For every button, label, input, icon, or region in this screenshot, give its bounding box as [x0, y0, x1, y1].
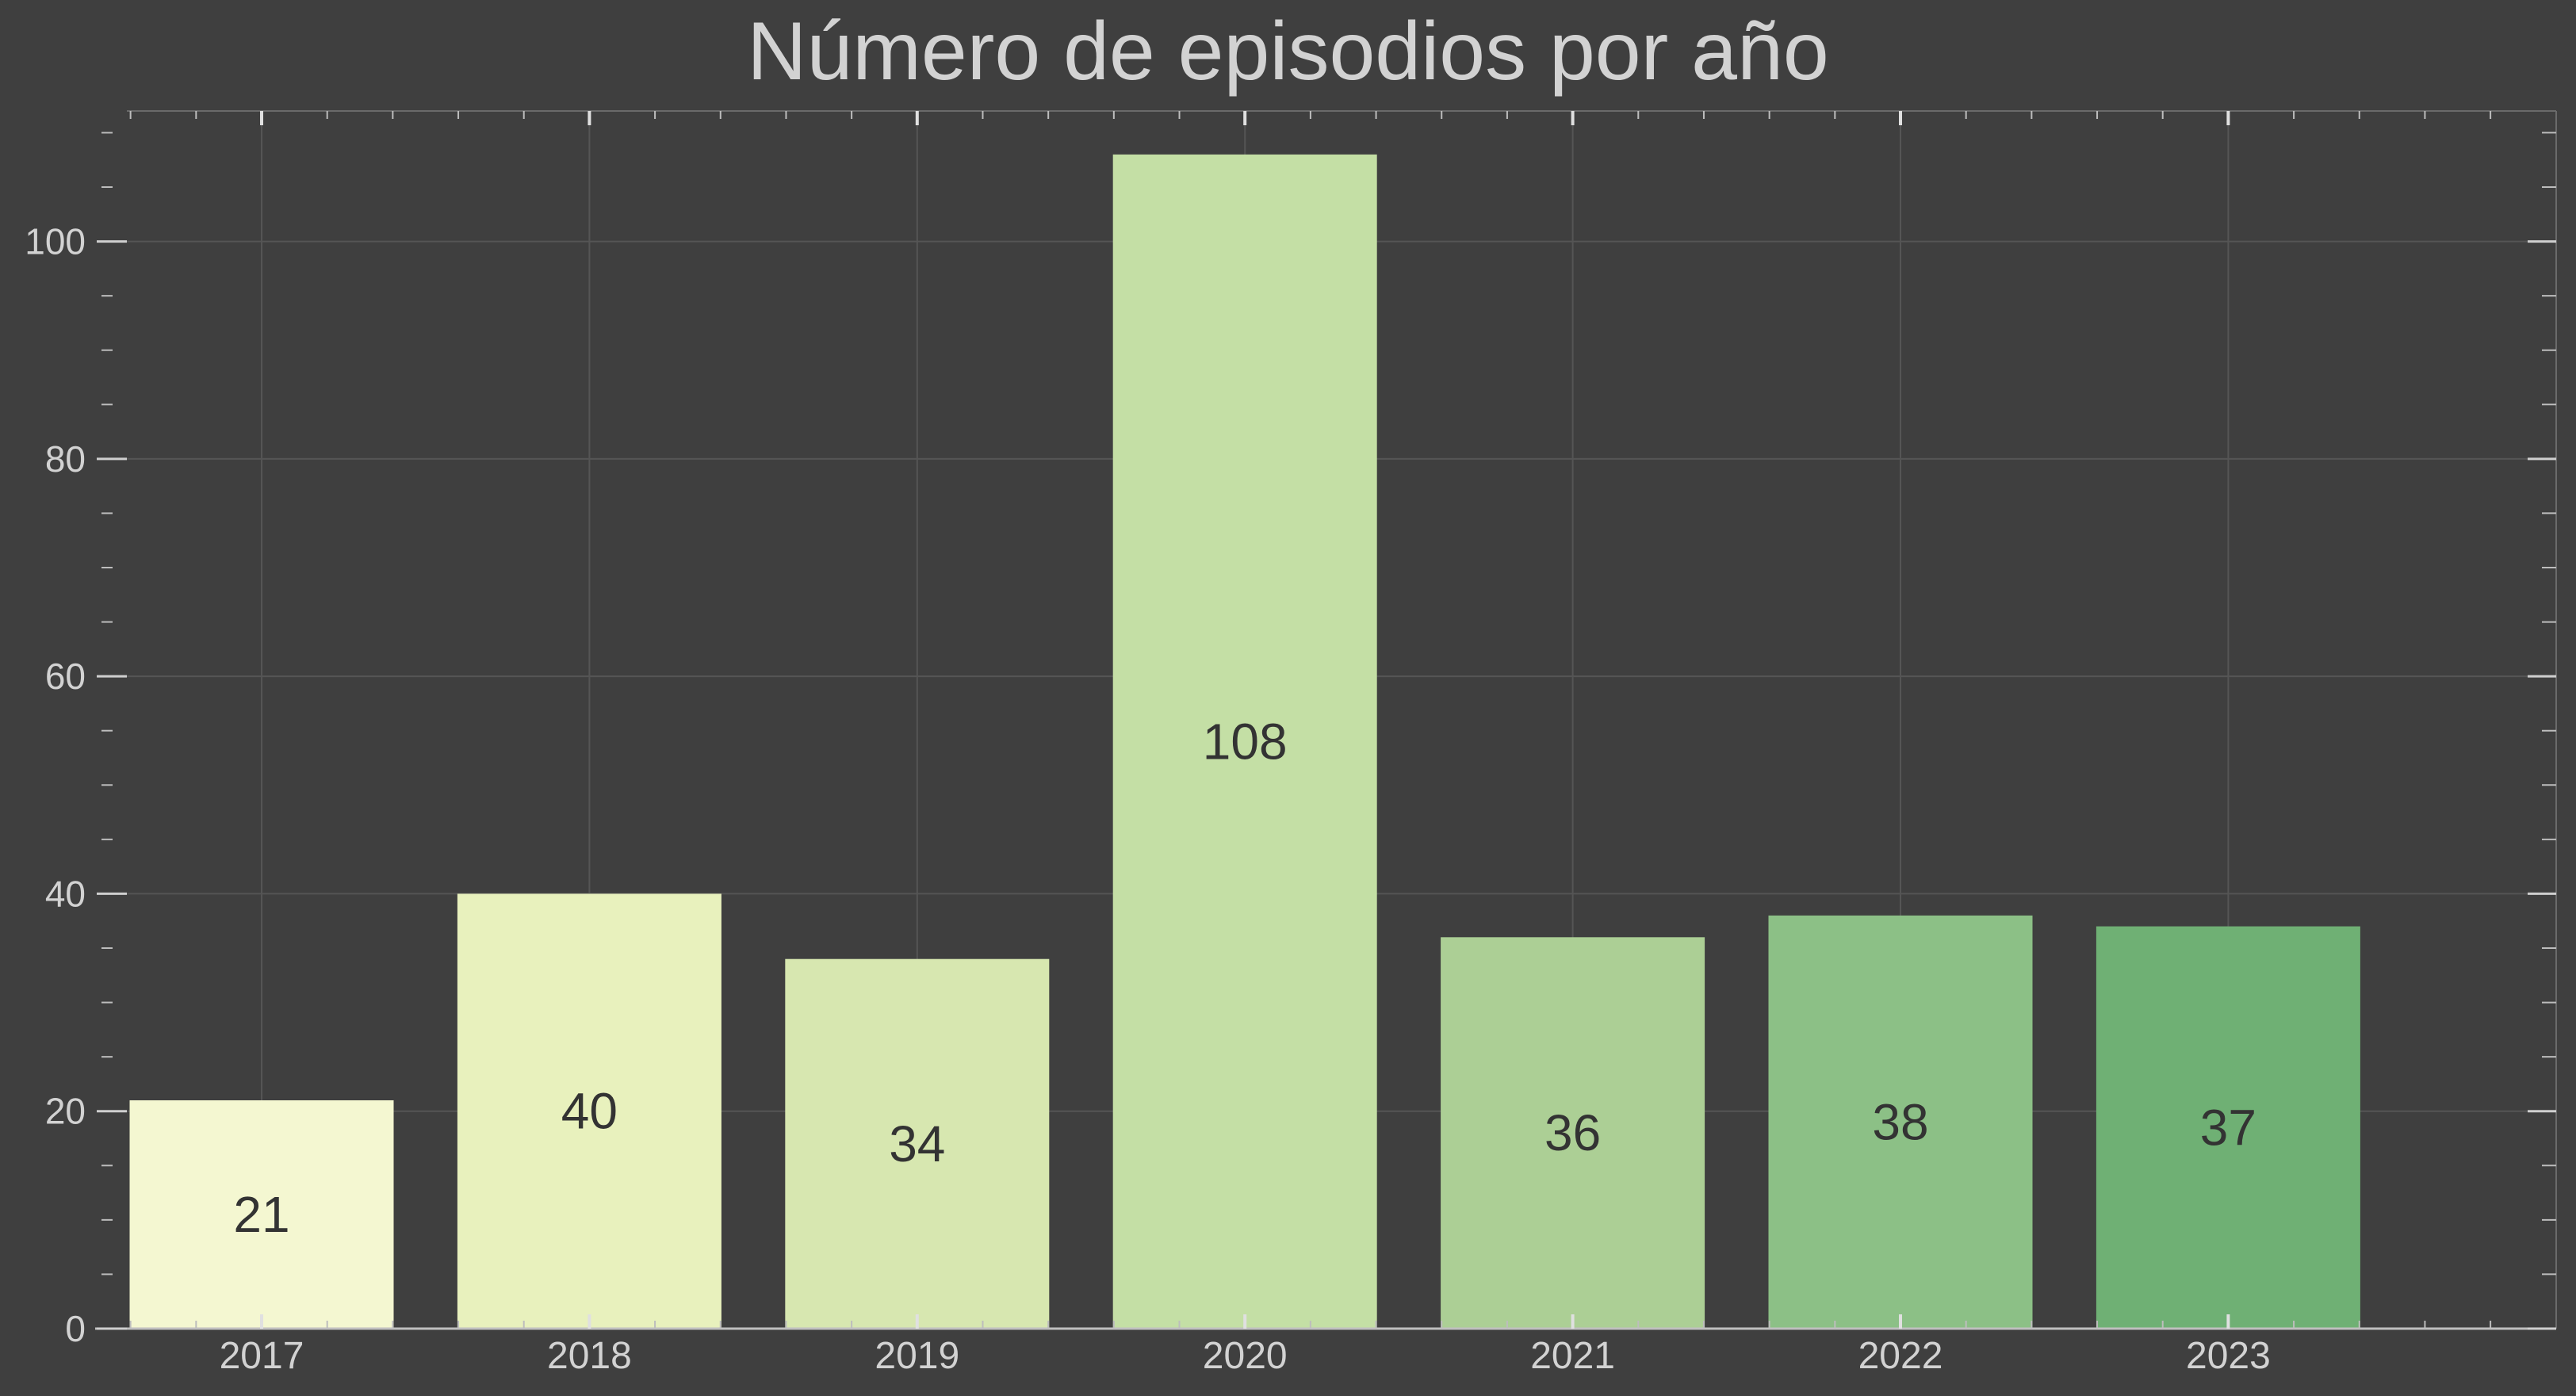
x-tick-label: 2017: [220, 1335, 304, 1377]
bar-value-label: 40: [561, 1083, 618, 1140]
bar-value-label: 36: [1544, 1104, 1601, 1161]
bar: [1112, 154, 1377, 1329]
bar: [785, 958, 1050, 1329]
bar: [2096, 926, 2360, 1329]
chart-title: Número de episodios por año: [747, 6, 1829, 98]
bar-value-label: 38: [1872, 1093, 1928, 1150]
bar: [1768, 915, 2033, 1329]
x-tick-label: 2023: [2186, 1335, 2271, 1377]
y-tick-label: 20: [45, 1091, 86, 1132]
bar-value-label: 21: [233, 1186, 289, 1243]
y-tick-label: 0: [65, 1308, 86, 1349]
bar-value-label: 108: [1203, 713, 1288, 770]
y-tick-label: 100: [25, 221, 86, 262]
bar: [1441, 937, 1705, 1329]
bar: [129, 1100, 394, 1329]
y-tick-label: 40: [45, 873, 86, 914]
y-tick-label: 80: [45, 438, 86, 480]
bar-value-label: 37: [2200, 1099, 2256, 1156]
x-tick-label: 2018: [547, 1335, 632, 1377]
bar-value-label: 34: [889, 1115, 945, 1172]
x-tick-label: 2021: [1530, 1335, 1615, 1377]
y-tick-label: 60: [45, 656, 86, 697]
x-tick-label: 2020: [1203, 1335, 1288, 1377]
x-tick-label: 2019: [875, 1335, 959, 1377]
x-tick-label: 2022: [1858, 1335, 1943, 1377]
bar: [457, 893, 722, 1329]
